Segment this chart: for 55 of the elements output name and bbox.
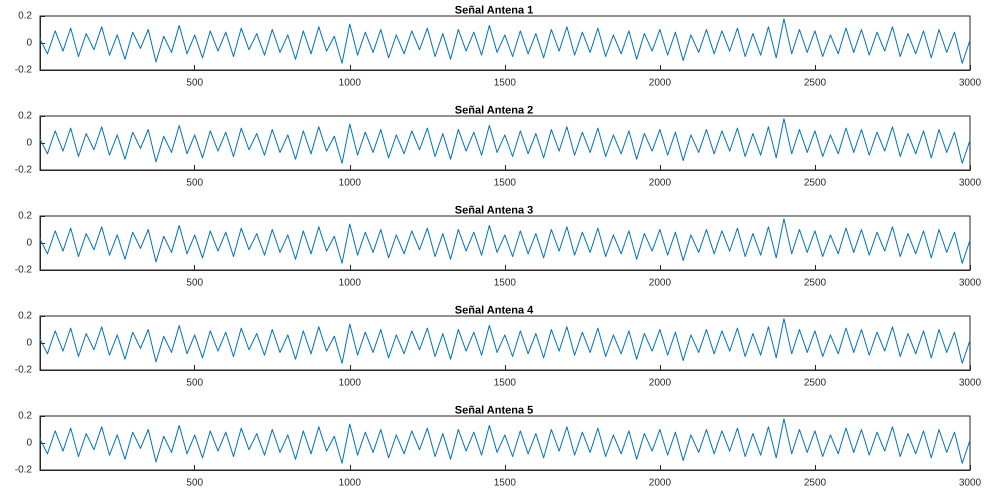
line-series (40, 418, 970, 464)
y-tick-label: -0.2 (14, 264, 32, 276)
x-tick-label: 3000 (958, 178, 982, 188)
line-series (40, 118, 970, 164)
chart-title: Señal Antena 5 (454, 404, 534, 416)
y-tick-label: 0 (26, 338, 32, 348)
x-tick-label: 2000 (648, 178, 672, 188)
x-tick-label: 3000 (958, 378, 982, 388)
x-tick-label: 2500 (804, 178, 827, 188)
x-tick-label: 1500 (494, 378, 516, 388)
x-tick-label: 500 (186, 378, 204, 388)
y-tick-label: 0.2 (18, 110, 32, 122)
y-tick-label: 0.2 (18, 210, 32, 222)
x-tick-label: 1500 (494, 178, 516, 188)
line-series (40, 318, 970, 364)
chart-title: Señal Antena 3 (454, 204, 534, 216)
y-tick-label: 0.2 (18, 10, 32, 22)
x-tick-label: 2500 (804, 78, 827, 88)
x-tick-label: 1000 (338, 378, 362, 388)
y-tick-label: -0.2 (14, 464, 32, 476)
y-tick-label: 0 (26, 38, 32, 48)
x-tick-label: 3000 (958, 78, 982, 88)
y-tick-label: -0.2 (14, 364, 32, 376)
line-series (40, 18, 970, 64)
x-tick-label: 1500 (494, 78, 516, 88)
x-tick-label: 1000 (338, 78, 362, 88)
x-tick-label: 3000 (958, 478, 982, 488)
x-tick-label: 2000 (648, 278, 672, 288)
x-tick-label: 2500 (804, 278, 827, 288)
x-tick-label: 500 (186, 78, 204, 88)
x-tick-label: 1000 (338, 278, 362, 288)
y-tick-label: -0.2 (14, 164, 32, 176)
line-series (40, 218, 970, 264)
x-tick-label: 500 (186, 478, 204, 488)
x-tick-label: 2000 (648, 78, 672, 88)
chart-title: Señal Antena 4 (454, 304, 534, 316)
x-tick-label: 500 (186, 278, 204, 288)
x-tick-label: 3000 (958, 278, 982, 288)
x-tick-label: 2500 (804, 378, 827, 388)
y-tick-label: 0 (26, 438, 32, 448)
x-tick-label: 1500 (494, 278, 516, 288)
chart-title: Señal Antena 2 (454, 104, 534, 116)
x-tick-label: 2000 (648, 378, 672, 388)
y-tick-label: 0 (26, 238, 32, 248)
y-tick-label: -0.2 (14, 64, 32, 76)
x-tick-label: 500 (186, 178, 204, 188)
y-tick-label: 0.2 (18, 410, 32, 422)
y-tick-label: 0.2 (18, 310, 32, 322)
chart-title: Señal Antena 1 (454, 4, 534, 16)
y-tick-label: 0 (26, 138, 32, 148)
x-tick-label: 1000 (338, 178, 362, 188)
x-tick-label: 2000 (648, 478, 672, 488)
x-tick-label: 1500 (494, 478, 516, 488)
x-tick-label: 2500 (804, 478, 827, 488)
x-tick-label: 1000 (338, 478, 362, 488)
